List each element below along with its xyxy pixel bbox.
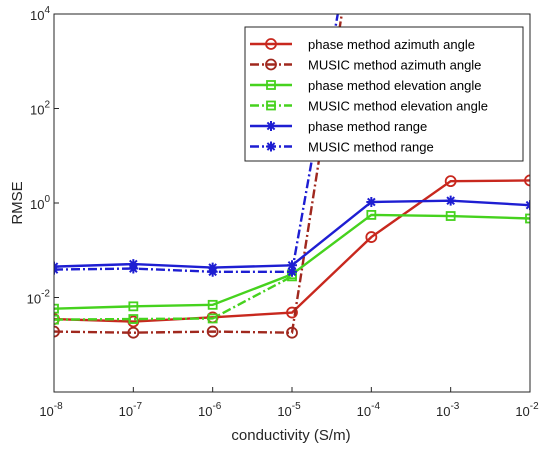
series-6-point-4 [287,266,297,277]
legend-box [244,26,524,162]
tick-layer: 10-8 10-7 10-6 10-5 10-4 10-3 10-2 10-2 100 102 10… [27,5,539,419]
series-3-point-2 [128,301,139,312]
series-1-point-6 [444,175,457,188]
series-6-point-2 [128,263,139,274]
legend-entries: phase method azimuth angle MUSIC method a… [250,37,488,155]
series-4-point-3 [207,313,218,324]
x-tick-label-7: 10-2 [515,401,539,419]
legend-entry-4: MUSIC method elevation angle [250,99,488,114]
series-1-point-2 [127,315,140,328]
series-2-point-1 [54,325,60,338]
series-1-point-5 [365,231,378,243]
series-1-point-4 [286,306,298,319]
x-axis-label: conductivity (S/m) [231,427,350,444]
series-2-point-3 [206,325,219,338]
legend-entry-1: phase method azimuth angle [250,37,475,52]
y-axis-label: RMSE [9,181,26,224]
x-tick-label-6: 10-3 [436,401,460,419]
legend-marker-6 [266,141,276,152]
series-6 [54,14,339,277]
y-tick-label-1: 10-2 [27,289,51,307]
legend-label-5: phase method range [308,119,427,134]
series-3-point-7 [525,213,530,224]
series-layer [54,14,530,339]
series-3-point-1 [54,303,59,314]
y-tick-label-4: 104 [30,5,50,23]
y-tick-label-2: 100 [30,194,50,212]
legend-entry-3: phase method elevation angle [250,78,481,93]
legend-marker-3 [266,80,276,90]
legend-label-4: MUSIC method elevation angle [308,99,488,114]
series-5-point-6 [445,195,456,206]
series-4-point-2 [128,314,139,324]
series-3-point-5 [366,209,377,220]
series-6-point-3 [207,266,218,277]
x-tick-label-2: 10-7 [119,401,143,419]
legend: phase method azimuth angle MUSIC method a… [244,26,524,162]
series-2-point-4 [286,326,298,339]
x-tick-label-4: 10-5 [277,401,301,419]
series-1-line [54,179,530,323]
legend-label-1: phase method azimuth angle [308,37,475,52]
series-5-point-5 [366,196,377,207]
series-1-point-7 [524,174,530,187]
series-3-point-3 [207,299,218,310]
legend-marker-1 [265,38,277,50]
legend-label-3: phase method elevation angle [308,78,481,93]
x-tick-label-5: 10-4 [357,401,381,419]
legend-marker-4 [266,100,276,111]
series-4-point-1 [54,314,59,325]
series-4-line [54,275,293,321]
legend-marker-5 [266,121,276,131]
legend-entry-6: MUSIC method range [250,140,434,155]
x-tick-label-1: 10-8 [39,401,63,419]
x-tick-label-3: 10-6 [198,401,222,419]
series-2-point-2 [127,326,140,339]
legend-label-6: MUSIC method range [308,140,434,155]
legend-label-2: MUSIC method azimuth angle [308,58,481,73]
legend-entry-2: MUSIC method azimuth angle [250,58,481,73]
legend-marker-2 [265,58,277,71]
series-2 [54,14,344,339]
legend-entry-5: phase method range [250,119,427,134]
y-tick-label-3: 102 [30,100,50,118]
series-2-line [54,14,344,334]
series-3-point-6 [445,211,456,221]
